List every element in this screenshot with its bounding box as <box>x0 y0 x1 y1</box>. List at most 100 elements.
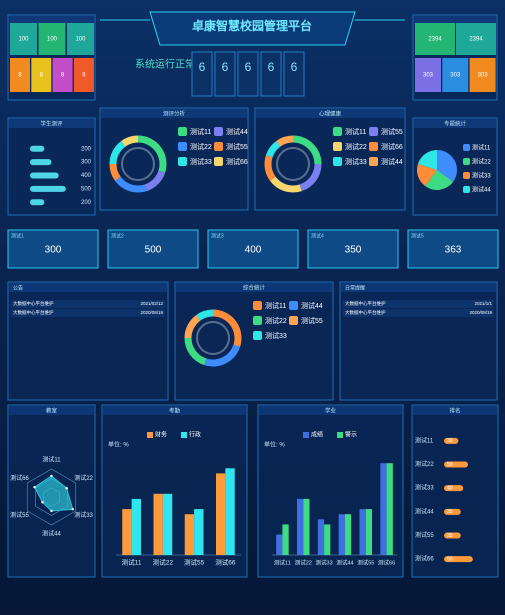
bar-category: 测试44 <box>415 507 434 515</box>
bar-category: 测试22 <box>415 460 434 468</box>
bar <box>338 514 345 555</box>
donut-segment <box>299 163 322 192</box>
bar <box>30 185 66 192</box>
legend-label: 测试55 <box>301 316 323 325</box>
chart-title: 考勤 <box>169 406 181 414</box>
panel-header <box>9 119 94 128</box>
page-title: 卓康智慧校园管理平台 <box>192 18 312 33</box>
legend-swatch <box>178 127 187 136</box>
pie-slice <box>425 170 454 191</box>
chart-title: 学业 <box>325 406 337 414</box>
bar-value: 200 <box>81 200 92 206</box>
legend-swatch <box>333 157 342 166</box>
radar-label: 测试33 <box>74 511 93 519</box>
stat-value: 350 <box>345 245 362 256</box>
panel <box>174 281 334 401</box>
status-digit: 6 <box>291 60 298 74</box>
digit-box <box>191 51 213 97</box>
list-date: 2020/08/19 <box>469 310 492 315</box>
x-tick-label: 测试66 <box>378 558 395 566</box>
tile-value: 2394 <box>428 37 442 43</box>
bar <box>216 473 226 555</box>
bar <box>30 172 59 179</box>
tile-value: 303 <box>450 73 461 79</box>
stat-tile <box>415 23 455 55</box>
list-row-bg <box>343 300 494 308</box>
list-text: 大数据中心平台维护 <box>345 300 386 307</box>
stat-tile <box>52 58 73 92</box>
status-digit: 6 <box>245 60 252 74</box>
status-digit: 6 <box>222 60 229 74</box>
stat-label: 测试4 <box>311 232 324 239</box>
chart-title: 教室 <box>46 406 58 414</box>
donut-segment <box>114 176 147 193</box>
stat-value: 500 <box>145 245 162 256</box>
stat-label: 测试5 <box>411 232 424 239</box>
radar-point <box>50 474 53 478</box>
panel-header <box>103 406 246 415</box>
list-date: 2020/08/19 <box>140 310 163 315</box>
donut-segment <box>109 140 126 165</box>
legend-swatch <box>214 157 223 166</box>
bar <box>444 532 461 539</box>
pie-slice <box>437 150 457 182</box>
legend-label: 测试33 <box>190 157 212 166</box>
stat-box <box>107 229 199 269</box>
stat-box <box>7 229 99 269</box>
legend-swatch <box>289 316 298 325</box>
bar <box>386 463 393 555</box>
bar <box>184 514 195 555</box>
list-text: 大数据中心平台维护 <box>13 300 54 307</box>
bar <box>131 498 141 555</box>
chart-title: 综合统计 <box>243 283 266 291</box>
legend-label: 警示 <box>345 431 357 439</box>
legend-label: 测试11 <box>265 301 286 310</box>
legend-label: 测试66 <box>381 142 403 151</box>
pie-slice <box>417 163 437 187</box>
legend-swatch <box>463 158 470 165</box>
panel-header <box>101 109 247 118</box>
legend-label: 测试11 <box>345 127 366 136</box>
legend-swatch <box>253 331 262 340</box>
list-title: 日常提醒 <box>345 284 365 291</box>
tile-value: 8 <box>61 73 65 79</box>
bar <box>30 159 52 166</box>
legend-swatch <box>303 432 309 438</box>
x-tick-label: 测试44 <box>336 558 353 566</box>
panel <box>339 281 498 401</box>
legend-swatch <box>337 432 343 438</box>
tile-value: 303 <box>423 73 434 79</box>
stat-tile <box>10 23 37 55</box>
legend-swatch <box>333 142 342 151</box>
legend-label: 测试66 <box>226 157 248 166</box>
bar <box>359 509 366 555</box>
legend-label: 测试44 <box>472 186 491 194</box>
stat-box <box>207 229 299 269</box>
legend-swatch <box>463 144 470 151</box>
status-text: 系统运行正常 <box>135 58 195 71</box>
bar-value: 200 <box>81 146 92 152</box>
donut-segment <box>265 140 281 158</box>
legend-label: 财务 <box>155 431 167 439</box>
panel-header <box>414 119 496 128</box>
legend-label: 测试33 <box>345 157 367 166</box>
legend-swatch <box>178 142 187 151</box>
legend-swatch <box>181 432 187 438</box>
panel-header <box>341 283 496 292</box>
stat-tile <box>67 23 94 55</box>
bar <box>297 498 304 555</box>
tile-value: 100 <box>75 37 86 43</box>
panel <box>7 281 169 401</box>
stat-tile <box>442 58 469 92</box>
legend-swatch <box>369 142 378 151</box>
stat-tile <box>38 23 66 55</box>
bar-category: 测试66 <box>415 555 434 563</box>
list-text: 大数据中心平台维护 <box>13 309 54 316</box>
legend-swatch <box>463 172 470 179</box>
y-axis-label: 单位: % <box>264 441 285 449</box>
legend-swatch <box>147 432 153 438</box>
bar <box>344 514 352 555</box>
list-row-bg <box>343 309 494 317</box>
